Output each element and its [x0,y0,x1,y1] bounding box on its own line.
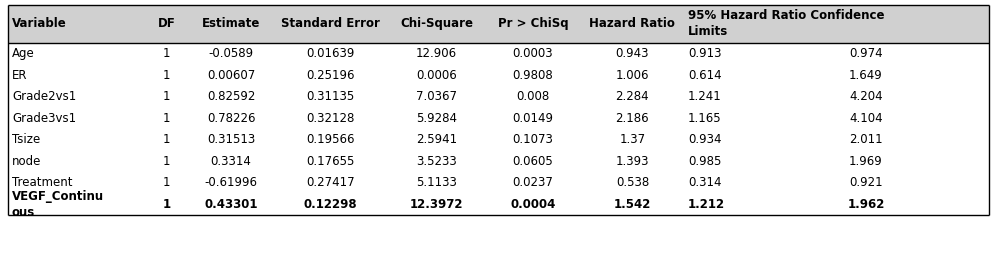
Text: 12.906: 12.906 [416,47,457,60]
Text: 1.962: 1.962 [847,198,885,211]
Text: 0.17655: 0.17655 [306,155,355,168]
Text: 0.00607: 0.00607 [207,69,255,82]
Text: 2.284: 2.284 [615,90,649,103]
Text: Pr > ChiSq: Pr > ChiSq [498,17,569,31]
Text: 3.5233: 3.5233 [416,155,457,168]
Text: Age: Age [12,47,35,60]
Text: 5.1133: 5.1133 [416,176,457,189]
Text: 0.31135: 0.31135 [306,90,355,103]
Text: 1: 1 [163,133,170,146]
Text: 0.0006: 0.0006 [416,69,457,82]
Text: 1.006: 1.006 [615,69,649,82]
Text: 4.204: 4.204 [849,90,883,103]
Text: 0.82592: 0.82592 [207,90,255,103]
Text: 1: 1 [163,112,170,125]
Text: 0.943: 0.943 [615,47,649,60]
Text: DF: DF [158,17,175,31]
Text: 0.32128: 0.32128 [306,112,355,125]
Text: 1.969: 1.969 [849,155,883,168]
Text: 0.31513: 0.31513 [207,133,255,146]
Text: 1: 1 [163,176,170,189]
Text: 0.9808: 0.9808 [513,69,554,82]
Text: 0.985: 0.985 [688,155,722,168]
Text: -0.61996: -0.61996 [205,176,257,189]
Text: Variable: Variable [12,17,67,31]
Text: 0.921: 0.921 [849,176,883,189]
Text: 0.913: 0.913 [688,47,722,60]
Text: ER: ER [12,69,28,82]
Text: Grade2vs1: Grade2vs1 [12,90,77,103]
Text: 0.538: 0.538 [615,176,649,189]
Text: 95% Hazard Ratio Confidence
Limits: 95% Hazard Ratio Confidence Limits [688,10,885,39]
Text: 2.5941: 2.5941 [416,133,457,146]
Text: 1.165: 1.165 [688,112,722,125]
Text: 0.008: 0.008 [516,90,550,103]
Text: Treatment: Treatment [12,176,73,189]
Text: 0.01639: 0.01639 [306,47,355,60]
Text: Standard Error: Standard Error [281,17,380,31]
Text: -0.0589: -0.0589 [209,47,253,60]
Text: 1.241: 1.241 [688,90,722,103]
Text: VEGF_Continu
ous: VEGF_Continu ous [12,190,104,219]
Text: 1: 1 [163,90,170,103]
Text: 1.37: 1.37 [619,133,645,146]
Text: 0.78226: 0.78226 [207,112,255,125]
Text: Tsize: Tsize [12,133,40,146]
Polygon shape [8,5,989,43]
Text: 1.393: 1.393 [615,155,649,168]
Text: 0.25196: 0.25196 [306,69,355,82]
Text: 0.1073: 0.1073 [512,133,554,146]
Text: Chi-Square: Chi-Square [401,17,473,31]
Text: 0.0237: 0.0237 [512,176,554,189]
Text: 1.212: 1.212 [688,198,725,211]
Text: 0.0003: 0.0003 [513,47,553,60]
Text: 1: 1 [163,69,170,82]
Text: 0.27417: 0.27417 [306,176,355,189]
Text: 0.19566: 0.19566 [306,133,355,146]
Text: 0.3314: 0.3314 [211,155,251,168]
Text: 7.0367: 7.0367 [416,90,457,103]
Text: 0.12298: 0.12298 [304,198,358,211]
Text: 1: 1 [162,198,171,211]
Text: 12.3972: 12.3972 [410,198,463,211]
Text: 0.614: 0.614 [688,69,722,82]
Text: 0.43301: 0.43301 [205,198,257,211]
Text: 0.0149: 0.0149 [512,112,554,125]
Text: 0.934: 0.934 [688,133,722,146]
Text: node: node [12,155,42,168]
Text: 2.186: 2.186 [615,112,649,125]
Text: 0.0004: 0.0004 [510,198,556,211]
Text: 5.9284: 5.9284 [416,112,457,125]
Text: 0.974: 0.974 [849,47,883,60]
Text: 0.314: 0.314 [688,176,722,189]
Text: 0.0605: 0.0605 [513,155,554,168]
Text: 1: 1 [163,47,170,60]
Text: 1.649: 1.649 [849,69,883,82]
Text: Estimate: Estimate [202,17,260,31]
Text: Hazard Ratio: Hazard Ratio [589,17,675,31]
Text: 4.104: 4.104 [849,112,883,125]
Text: Grade3vs1: Grade3vs1 [12,112,77,125]
Text: 1.542: 1.542 [613,198,651,211]
Text: 2.011: 2.011 [849,133,883,146]
Text: 1: 1 [163,155,170,168]
